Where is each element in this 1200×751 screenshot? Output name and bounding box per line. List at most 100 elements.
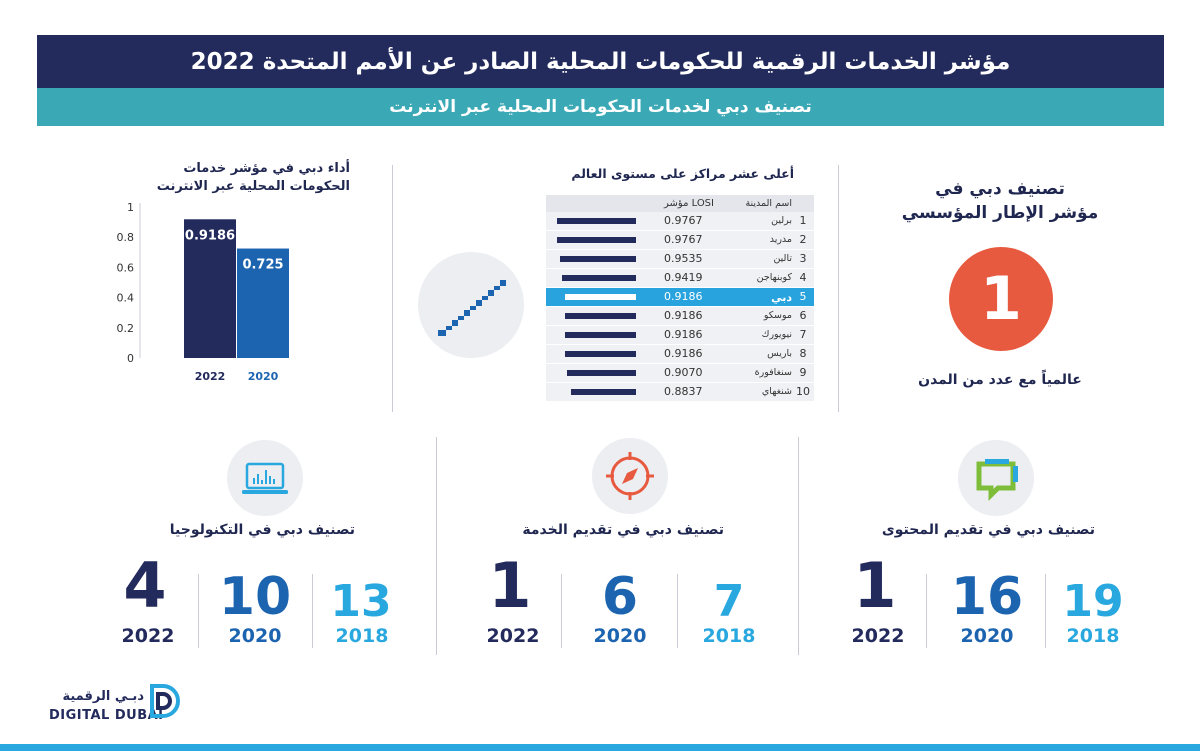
y-tick-label: 0.6 bbox=[117, 261, 135, 274]
table-row: 0.8837 شنغهاي 10 bbox=[546, 383, 814, 402]
row-score-bar bbox=[565, 351, 637, 357]
chat-bubble-icon bbox=[958, 440, 1034, 516]
row-city: كوبنهاجن bbox=[756, 272, 792, 283]
row-score: 0.8837 bbox=[664, 385, 703, 398]
tech-year-2018: 2018 bbox=[335, 625, 389, 647]
table-row: 0.9070 سنغافورة 9 bbox=[546, 364, 814, 383]
ranking-table: اسم المدينة مؤشر LOSI 0.9767 برلين 1 0.9767… bbox=[546, 195, 814, 402]
digital-dubai-logo-icon bbox=[146, 683, 182, 719]
tech-section-title: تصنيف دبي في التكنولوجيا bbox=[169, 522, 355, 538]
table-row: 0.9186 موسكو 6 bbox=[546, 307, 814, 326]
y-tick-label: 0.8 bbox=[117, 231, 135, 244]
x-category-label: 2022 bbox=[195, 370, 226, 383]
table-row: 0.9419 كوبنهاجن 4 bbox=[546, 269, 814, 288]
ranking-table-title: أعلى عشر مراكز على مستوى العالم bbox=[571, 166, 794, 181]
table-row: 0.9767 برلين 1 bbox=[546, 212, 814, 231]
row-score: 0.9419 bbox=[664, 271, 703, 284]
title-banner: مؤشر الخدمات الرقمية للحكومات المحلية ال… bbox=[37, 35, 1164, 88]
row-city: شنغهاي bbox=[761, 386, 792, 397]
row-rank: 1 bbox=[799, 214, 807, 227]
row-score-bar bbox=[565, 313, 637, 319]
table-row: 0.9186 باريس 8 bbox=[546, 345, 814, 364]
subtitle-banner: تصنيف دبي لخدمات الحكومات المحلية عبر ال… bbox=[37, 88, 1164, 126]
row-city: تالين bbox=[773, 253, 792, 264]
row-rank: 5 bbox=[799, 290, 807, 303]
tech-year-2022: 2022 bbox=[121, 625, 175, 647]
row-score: 0.9767 bbox=[664, 233, 703, 246]
row-score-bar bbox=[556, 218, 636, 224]
y-tick-label: 0.2 bbox=[117, 322, 135, 335]
bar-2022 bbox=[184, 219, 236, 358]
row-score-bar bbox=[561, 275, 636, 281]
row-score: 0.9186 bbox=[664, 328, 703, 341]
y-tick-label: 0 bbox=[127, 352, 134, 365]
tech-year-2020: 2020 bbox=[228, 625, 282, 647]
page-subtitle: تصنيف دبي لخدمات الحكومات المحلية عبر ال… bbox=[389, 97, 812, 117]
row-score-bar bbox=[560, 256, 636, 262]
row-score-bar bbox=[565, 332, 637, 338]
tech-rank-2022: 4 bbox=[123, 549, 167, 622]
service-year-2020: 2020 bbox=[593, 625, 647, 647]
divider-bottom-left bbox=[436, 437, 437, 655]
ranking-table-body: 0.9767 برلين 1 0.9767 مدريد 2 0.9535 تالين 3 0.94… bbox=[546, 212, 814, 402]
service-separator-2 bbox=[561, 574, 562, 648]
tech-rank-2020: 10 bbox=[218, 567, 292, 627]
row-score: 0.9186 bbox=[664, 290, 703, 303]
bottom-accent-band bbox=[0, 744, 1200, 751]
row-rank: 2 bbox=[799, 233, 807, 246]
content-year-2022: 2022 bbox=[851, 625, 905, 647]
service-year-2022: 2022 bbox=[486, 625, 540, 647]
row-rank: 7 bbox=[799, 328, 807, 341]
content-year-2020: 2020 bbox=[960, 625, 1014, 647]
tech-rank-2018: 13 bbox=[330, 576, 392, 627]
row-city: برلين bbox=[771, 215, 792, 226]
content-rank-2022: 1 bbox=[853, 549, 897, 622]
service-rank-2020: 6 bbox=[601, 567, 639, 627]
row-score: 0.9186 bbox=[664, 309, 703, 322]
row-city: نيويورك bbox=[761, 329, 792, 340]
service-rank-2022: 1 bbox=[488, 549, 532, 622]
institutional-note: عالمياً مع عدد من المدن bbox=[918, 372, 1082, 388]
service-year-2018: 2018 bbox=[702, 625, 756, 647]
service-separator-1 bbox=[677, 574, 678, 648]
content-year-2018: 2018 bbox=[1066, 625, 1120, 647]
bar-value-label: 0.725 bbox=[242, 258, 283, 273]
row-score: 0.9186 bbox=[664, 347, 703, 360]
logo-english-text: DIGITAL DUBAI bbox=[49, 708, 164, 723]
row-score: 0.9535 bbox=[664, 252, 703, 265]
row-score-bar bbox=[570, 389, 636, 395]
service-rank-2018: 7 bbox=[713, 576, 745, 627]
tech-separator-2 bbox=[198, 574, 199, 648]
chart-title: أداء دبي في مؤشر خدمات الحكومات المحلية … bbox=[156, 161, 350, 194]
col-city-header: اسم المدينة bbox=[745, 198, 792, 209]
compass-icon bbox=[592, 438, 668, 514]
page-title: مؤشر الخدمات الرقمية للحكومات المحلية ال… bbox=[190, 48, 1011, 75]
row-score: 0.9767 bbox=[664, 214, 703, 227]
laptop-chart-icon bbox=[227, 440, 303, 516]
table-row: 0.9186 نيويورك 7 bbox=[546, 326, 814, 345]
y-tick-label: 0.4 bbox=[117, 292, 135, 305]
x-category-label: 2020 bbox=[248, 370, 279, 383]
bar-2020 bbox=[237, 248, 289, 358]
row-score-bar bbox=[567, 370, 637, 376]
row-score: 0.9070 bbox=[664, 366, 703, 379]
divider-top-right bbox=[838, 165, 839, 412]
row-city: مدريد bbox=[769, 234, 792, 245]
row-city: باريس bbox=[767, 348, 792, 359]
row-rank: 6 bbox=[799, 309, 807, 322]
row-rank: 4 bbox=[799, 271, 807, 284]
table-row-highlighted: 0.9186 دبي 5 bbox=[546, 288, 814, 307]
row-rank: 10 bbox=[796, 385, 810, 398]
ranking-table-header: اسم المدينة مؤشر LOSI bbox=[546, 195, 814, 212]
row-city: دبي bbox=[771, 291, 792, 304]
content-rank-2018: 19 bbox=[1062, 576, 1124, 627]
content-separator-1 bbox=[1045, 574, 1046, 648]
content-separator-2 bbox=[926, 574, 927, 648]
table-row: 0.9535 تالين 3 bbox=[546, 250, 814, 269]
tech-separator-1 bbox=[312, 574, 313, 648]
divider-top-left bbox=[392, 165, 393, 412]
y-tick-label: 1 bbox=[127, 201, 134, 214]
row-score-bar bbox=[565, 294, 637, 300]
service-section-title: تصنيف دبي في تقديم الخدمة bbox=[522, 522, 724, 538]
table-row: 0.9767 مدريد 2 bbox=[546, 231, 814, 250]
